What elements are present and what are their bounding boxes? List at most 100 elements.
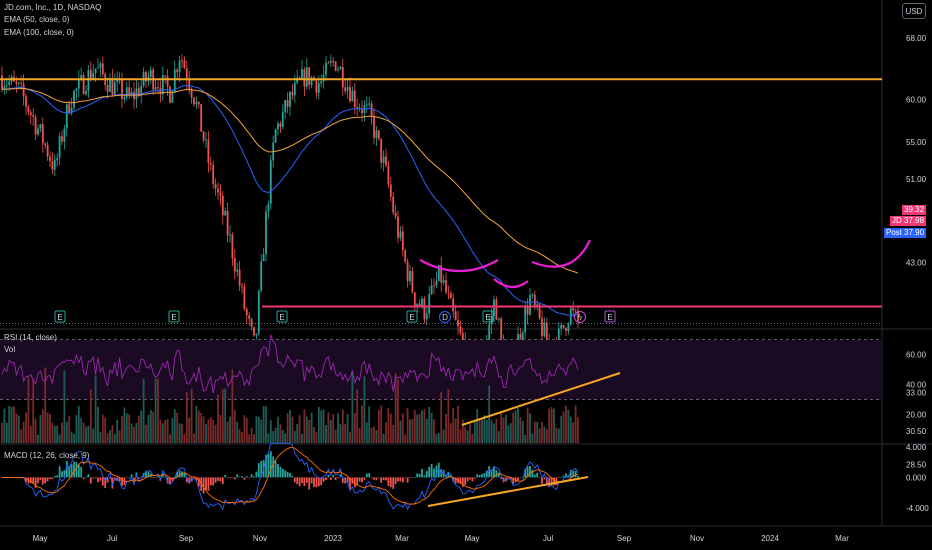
macd-hist-bar	[269, 451, 272, 478]
volume-bar	[531, 433, 534, 443]
candle-body	[298, 77, 301, 79]
macd-hist-bar	[317, 477, 320, 487]
volume-bar	[524, 434, 527, 443]
volume-bar	[320, 410, 323, 443]
volume-bar	[61, 422, 63, 443]
volume-bar	[365, 422, 368, 443]
volume-bar	[361, 405, 363, 443]
volume-bar	[389, 413, 392, 443]
macd-hist-bar	[334, 477, 337, 480]
macd-hist-bar	[226, 477, 229, 479]
volume-bar	[339, 423, 342, 443]
volume-bar	[176, 412, 179, 443]
candle-body	[442, 280, 445, 283]
macd-hist-bar	[425, 471, 428, 478]
macd-hist-bar	[37, 477, 39, 484]
candle-body	[224, 210, 227, 216]
earnings-badge	[168, 310, 180, 323]
macd-hist-bar	[25, 477, 27, 482]
candle-body	[413, 292, 416, 306]
rsi-tick-label: 60.00	[906, 351, 927, 360]
volume-bar	[149, 410, 152, 443]
candle-body	[188, 79, 191, 90]
candle-body	[262, 254, 265, 262]
candle-body	[15, 81, 18, 84]
volume-bar	[440, 391, 443, 443]
macd-signal-line	[2, 446, 579, 505]
candle-body	[207, 139, 210, 164]
candle-body	[214, 183, 217, 189]
volume-bar	[157, 378, 159, 443]
macd-hist-bar	[543, 477, 546, 480]
candle-body	[82, 74, 85, 94]
candle-body	[526, 307, 529, 315]
volume-bar	[181, 423, 183, 443]
candle-body	[111, 78, 114, 95]
macd-hist-bar	[121, 477, 123, 487]
volume-bar	[387, 407, 390, 443]
volume-bar	[548, 408, 551, 443]
volume-bar	[25, 412, 27, 443]
candle-body	[291, 91, 294, 96]
candle-body	[279, 123, 282, 127]
candle-body	[202, 131, 205, 141]
volume-bar	[538, 428, 541, 443]
candle-body	[185, 68, 188, 80]
macd-hist-bar	[577, 475, 579, 478]
macd-hist-bar	[109, 477, 111, 479]
candle-body	[121, 79, 123, 100]
macd-hist-bar	[536, 472, 539, 478]
volume-bar	[555, 427, 558, 443]
volume-bar	[332, 413, 335, 443]
macd-hist-bar	[452, 477, 455, 482]
macd-hist-bar	[469, 477, 471, 480]
candle-body	[238, 269, 241, 286]
candle-body	[25, 96, 27, 107]
candle-body	[404, 250, 407, 262]
candle-body	[229, 234, 231, 236]
candle-body	[572, 308, 575, 311]
volume-bar	[493, 423, 495, 443]
candle-body	[89, 69, 92, 80]
candle-body	[20, 82, 23, 84]
candle-body	[375, 130, 378, 138]
macd-hist-bar	[356, 477, 359, 486]
volume-bar	[502, 417, 505, 443]
macd-hist-bar	[500, 477, 503, 480]
volume-bar	[423, 409, 426, 443]
macd-hist-bar	[243, 477, 246, 480]
volume-bar	[399, 420, 402, 443]
volume-bar	[253, 433, 255, 443]
macd-hist-bar	[397, 477, 399, 482]
volume-bar	[418, 413, 421, 443]
candle-body	[34, 117, 37, 135]
candle-body	[140, 85, 143, 97]
candle-body	[231, 234, 234, 259]
volume-bar	[327, 412, 330, 443]
candle-body	[154, 87, 157, 90]
macd-hist-bar	[382, 477, 385, 481]
currency-button[interactable]: USD	[902, 3, 926, 19]
volume-bar	[507, 425, 510, 443]
macd-hist-bar	[569, 469, 572, 478]
neckline-price-tag: 39.32	[902, 205, 927, 215]
macd-hist-bar	[176, 471, 179, 478]
macd-hist-bar	[387, 477, 390, 487]
candle-body	[524, 307, 527, 333]
macd-hist-bar	[423, 475, 426, 478]
lightning-badge	[574, 311, 586, 323]
macd-hist-bar	[236, 474, 239, 478]
volume-bar	[478, 418, 481, 443]
volume-bar	[3, 408, 6, 443]
volume-bar	[375, 430, 378, 443]
volume-bar	[70, 431, 73, 443]
macd-hist-bar	[267, 453, 270, 478]
volume-bar	[445, 414, 447, 443]
volume-bar	[293, 431, 296, 443]
macd-hist-bar	[212, 477, 215, 486]
volume-bar	[413, 410, 416, 443]
candle-body	[29, 112, 32, 116]
volume-bar	[46, 412, 49, 443]
candle-body	[387, 165, 390, 185]
